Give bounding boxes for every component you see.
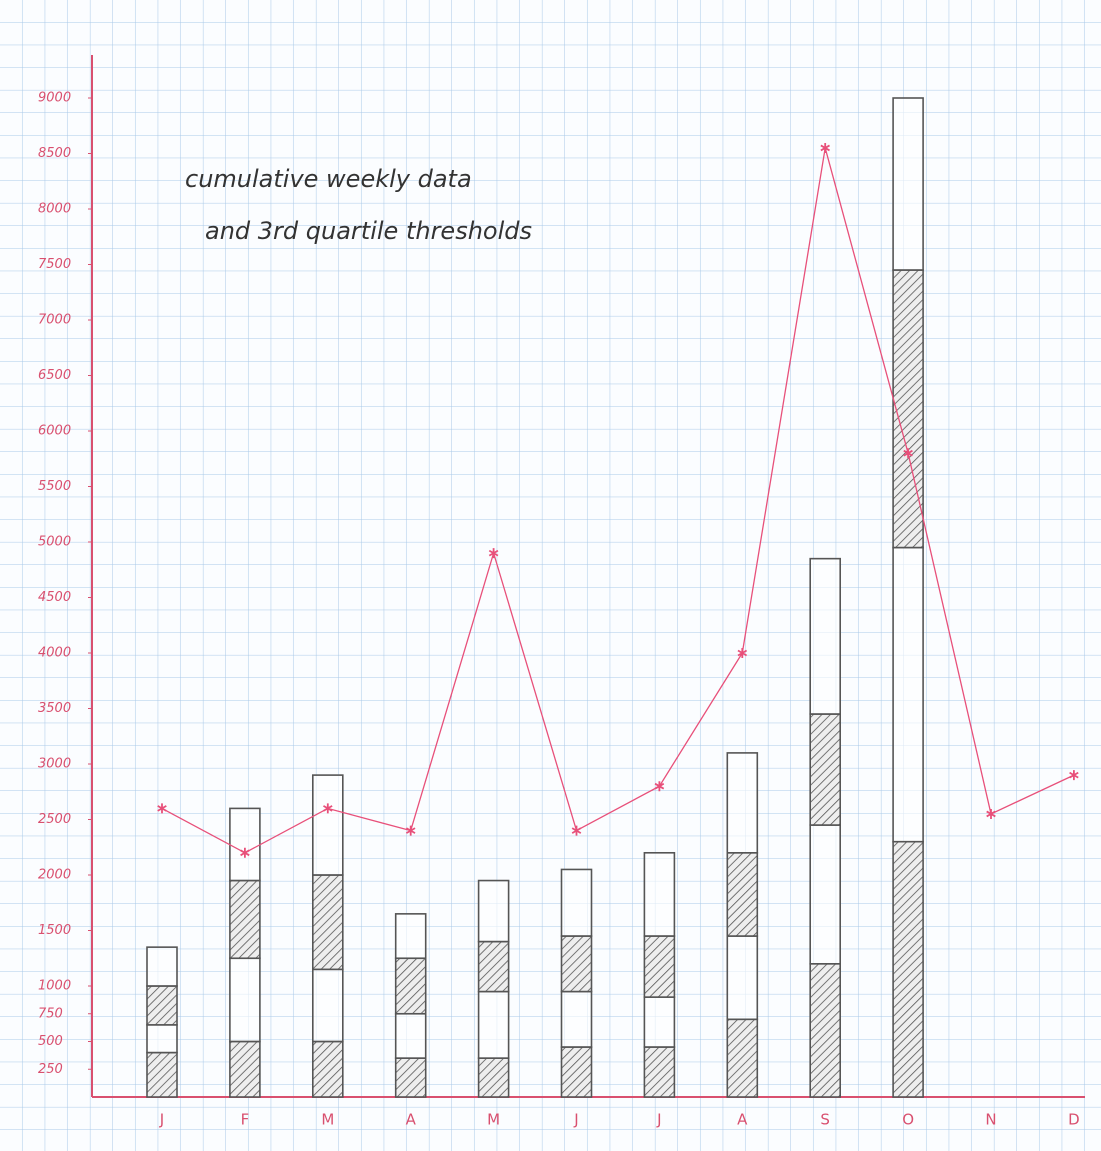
- bar-segment: [311, 968, 344, 1043]
- star-marker: [157, 803, 167, 814]
- x-tick-label: O: [902, 1111, 914, 1129]
- star-marker: [488, 548, 499, 559]
- y-tick-label: 5000: [38, 535, 71, 550]
- bar-segment: [477, 879, 510, 943]
- bar-segment: [643, 1046, 676, 1098]
- bar-segment: [892, 546, 924, 843]
- annotation-line: cumulative weekly data: [185, 165, 472, 193]
- bar-segment: [726, 752, 759, 854]
- bar-segment: [229, 807, 261, 882]
- bar-segment: [809, 824, 842, 965]
- y-tick-label: 2500: [38, 812, 71, 827]
- bar-segment: [477, 1057, 510, 1098]
- y-tick-label: 6500: [38, 368, 71, 383]
- bar-segment: [394, 1012, 427, 1059]
- bar-segment: [809, 962, 842, 1098]
- y-tick-label: 2000: [38, 868, 71, 883]
- y-tick-label: 500: [38, 1034, 63, 1049]
- bar-segment: [394, 913, 427, 960]
- bar-segment: [560, 990, 593, 1048]
- y-tick-label: 750: [38, 1006, 63, 1021]
- y-tick-label: 8500: [38, 146, 71, 161]
- y-tick-label: 6000: [38, 424, 71, 439]
- star-marker: [323, 803, 333, 814]
- y-tick-label: 7000: [38, 313, 71, 328]
- y-tick-label: 1500: [38, 923, 71, 938]
- bar-segment: [892, 269, 924, 549]
- bar-segment: [560, 868, 593, 937]
- y-tick-label: 4500: [38, 590, 71, 605]
- bar-segment: [560, 1046, 593, 1098]
- star-marker: [986, 808, 996, 819]
- bar-segment: [892, 97, 924, 271]
- y-tick-label: 7500: [38, 257, 71, 272]
- star-marker: [240, 847, 250, 858]
- x-tick-label: A: [737, 1111, 748, 1129]
- bar-segment: [311, 1040, 344, 1098]
- x-tick-label: M: [487, 1111, 500, 1129]
- bar-segment: [726, 1018, 759, 1098]
- bar-segment: [643, 935, 676, 998]
- bar-segment: [394, 1057, 427, 1098]
- star-marker: [820, 142, 830, 153]
- bar-segment: [726, 851, 759, 937]
- x-tick-label: J: [159, 1111, 164, 1129]
- y-tick-label: 8000: [38, 202, 71, 217]
- bar-segment: [146, 1051, 178, 1098]
- bar-segment: [311, 774, 344, 876]
- bar-segment: [726, 935, 759, 1021]
- y-tick-label: 3000: [38, 757, 71, 772]
- bar-segment: [229, 957, 261, 1043]
- bar-segment: [394, 957, 427, 1015]
- bar-segment: [560, 935, 593, 993]
- star-marker: [654, 781, 665, 792]
- x-tick-label: J: [656, 1111, 661, 1129]
- y-tick-label: 5500: [38, 479, 71, 494]
- y-tick-label: 1000: [38, 979, 71, 994]
- x-tick-label: J: [573, 1111, 578, 1129]
- star-marker: [571, 825, 582, 836]
- y-tick-label: 250: [38, 1062, 63, 1077]
- bar-segment: [643, 996, 676, 1048]
- star-marker: [903, 448, 913, 459]
- star-marker: [737, 648, 748, 658]
- bar-segment: [809, 557, 842, 715]
- bar-segment: [146, 985, 178, 1026]
- annotation-line: and 3rd quartile thresholds: [205, 217, 532, 245]
- y-tick-label: 9000: [38, 91, 71, 106]
- x-tick-label: S: [820, 1111, 830, 1129]
- y-tick-label: 4000: [38, 646, 71, 661]
- x-tick-label: F: [241, 1111, 250, 1129]
- y-tick-label: 3500: [38, 701, 71, 716]
- bar-segment: [229, 1040, 261, 1098]
- bar-segment: [892, 840, 924, 1098]
- bar-segment: [146, 1024, 178, 1054]
- bar-segment: [643, 851, 676, 937]
- star-marker: [405, 825, 416, 836]
- line: [161, 147, 1075, 854]
- x-tick-label: M: [321, 1111, 334, 1129]
- star-marker: [1069, 770, 1079, 781]
- x-tick-label: A: [406, 1111, 417, 1129]
- bar-segment: [809, 713, 842, 826]
- bar-segment: [477, 940, 510, 993]
- bar-segment: [146, 946, 178, 987]
- bar-segment: [311, 874, 344, 971]
- bar-segment: [229, 879, 261, 960]
- bar-segment: [477, 990, 510, 1059]
- x-tick-label: N: [985, 1111, 996, 1129]
- x-tick-label: D: [1068, 1111, 1080, 1129]
